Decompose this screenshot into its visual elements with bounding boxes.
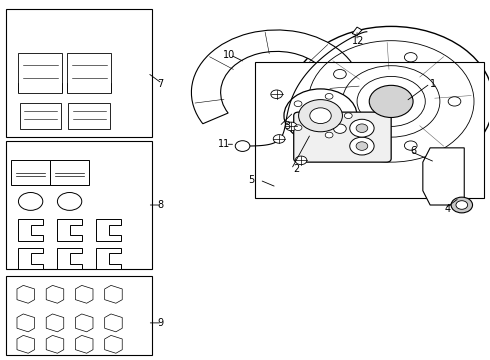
Text: 4: 4	[445, 203, 451, 213]
Circle shape	[295, 156, 307, 165]
Polygon shape	[97, 219, 121, 241]
Circle shape	[404, 141, 417, 150]
Circle shape	[298, 100, 343, 132]
Bar	[6, 141, 152, 269]
Polygon shape	[75, 285, 93, 303]
Bar	[50, 160, 89, 185]
Wedge shape	[192, 30, 362, 147]
Polygon shape	[423, 148, 464, 205]
Circle shape	[356, 142, 368, 150]
Text: 12: 12	[352, 36, 365, 46]
Circle shape	[284, 89, 357, 143]
Text: 7: 7	[157, 78, 164, 89]
Text: 9: 9	[157, 318, 164, 328]
Circle shape	[334, 124, 346, 133]
FancyBboxPatch shape	[294, 112, 391, 162]
Circle shape	[289, 26, 490, 176]
Circle shape	[286, 122, 297, 131]
Circle shape	[334, 69, 346, 79]
Circle shape	[310, 108, 331, 123]
Polygon shape	[69, 103, 110, 129]
Bar	[11, 160, 50, 185]
Bar	[6, 276, 152, 355]
Circle shape	[350, 137, 374, 155]
Polygon shape	[17, 314, 34, 332]
Polygon shape	[75, 314, 93, 332]
Circle shape	[325, 132, 333, 138]
Polygon shape	[19, 53, 62, 93]
Circle shape	[19, 193, 43, 210]
Circle shape	[273, 135, 285, 143]
Polygon shape	[20, 103, 61, 129]
Polygon shape	[46, 336, 64, 353]
Polygon shape	[352, 27, 362, 35]
Polygon shape	[67, 53, 111, 93]
Polygon shape	[57, 248, 82, 269]
Text: 3: 3	[284, 121, 290, 131]
Polygon shape	[75, 336, 93, 353]
Polygon shape	[46, 314, 64, 332]
Circle shape	[451, 197, 472, 213]
Polygon shape	[105, 336, 122, 353]
Circle shape	[448, 97, 461, 106]
Text: 6: 6	[411, 147, 417, 157]
Circle shape	[369, 85, 413, 117]
Circle shape	[344, 113, 352, 118]
Polygon shape	[17, 336, 34, 353]
Text: 11: 11	[218, 139, 230, 149]
Polygon shape	[19, 248, 43, 269]
Circle shape	[57, 193, 82, 210]
Bar	[6, 9, 152, 137]
Circle shape	[404, 53, 417, 62]
Circle shape	[356, 124, 368, 132]
Text: 1: 1	[430, 78, 436, 89]
Polygon shape	[105, 314, 122, 332]
Bar	[255, 62, 484, 198]
Circle shape	[456, 201, 467, 209]
Polygon shape	[19, 219, 43, 241]
Text: 10: 10	[223, 50, 235, 60]
Text: 2: 2	[294, 164, 300, 174]
Polygon shape	[105, 285, 122, 303]
Polygon shape	[46, 285, 64, 303]
Polygon shape	[17, 285, 34, 303]
Polygon shape	[57, 219, 82, 241]
Circle shape	[294, 125, 302, 131]
Text: 8: 8	[157, 200, 164, 210]
Circle shape	[271, 90, 283, 99]
Circle shape	[325, 94, 333, 99]
Text: 5: 5	[248, 175, 255, 185]
Circle shape	[235, 141, 250, 152]
Polygon shape	[97, 248, 121, 269]
Circle shape	[350, 119, 374, 137]
Circle shape	[294, 101, 302, 107]
